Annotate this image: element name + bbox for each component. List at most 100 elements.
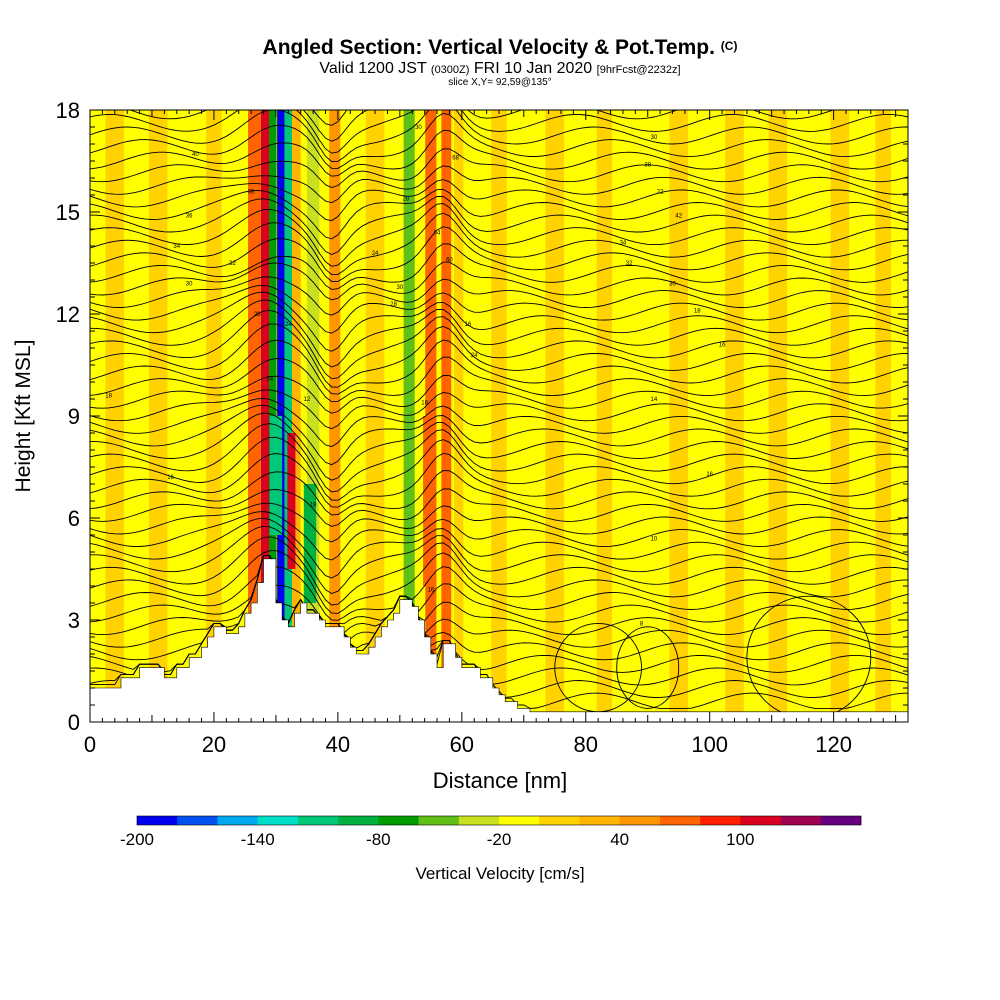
isentrope-line <box>90 226 908 282</box>
x-tick-label: 40 <box>326 732 350 757</box>
y-tick-label: 6 <box>68 506 80 531</box>
contour-label: 30 <box>415 125 422 131</box>
y-tick-label: 12 <box>56 302 80 327</box>
isentrope-line <box>90 129 908 177</box>
contour-label: 30 <box>669 281 676 287</box>
colorbar-tick-label: -20 <box>487 830 512 849</box>
velocity-band <box>206 110 222 722</box>
subtitle-date: FRI 10 Jan 2020 <box>473 60 593 77</box>
chart-title-tag: (C) <box>720 39 738 53</box>
isentrope-line <box>90 375 908 414</box>
isentrope-line <box>90 188 908 240</box>
velocity-band <box>875 110 891 722</box>
contour-label: 68 <box>452 156 459 162</box>
isentrope-line <box>90 323 908 388</box>
isentrope-line <box>90 452 908 508</box>
isentrope-line <box>90 511 908 561</box>
contour-label: 16 <box>465 322 472 328</box>
velocity-band <box>105 110 125 722</box>
velocity-band <box>768 110 788 722</box>
isentrope-line <box>90 398 908 448</box>
contour-label: 38 <box>644 162 651 168</box>
isentrope-line <box>90 525 908 594</box>
colorbar-swatch <box>458 816 500 825</box>
velocity-band <box>596 110 613 722</box>
contour-label: 34 <box>173 244 180 250</box>
x-tick-label: 20 <box>202 732 226 757</box>
terrain <box>90 558 908 722</box>
isentrope-line <box>90 554 908 625</box>
contour-label: 22 <box>657 190 664 196</box>
x-tick-label: 60 <box>450 732 474 757</box>
isentrope-line <box>90 261 908 301</box>
contour-label: 30 <box>186 281 193 287</box>
y-tick-label: 15 <box>56 200 80 225</box>
colorbar-swatch <box>418 816 460 825</box>
subtitle-valid: Valid 1200 JST <box>319 60 427 77</box>
y-tick-label: 9 <box>68 404 80 429</box>
isentrope-line <box>90 291 908 352</box>
colorbar-tick-label: -140 <box>241 830 275 849</box>
contour-label: 24 <box>471 353 478 359</box>
contour-label: 18 <box>694 309 701 315</box>
contour-label: 28 <box>403 196 410 202</box>
y-tick-label: 3 <box>68 608 80 633</box>
colorbar-swatch <box>297 816 339 825</box>
isentrope-line <box>90 110 908 162</box>
colorbar-swatch <box>579 816 620 825</box>
contour-label: 16 <box>421 400 428 406</box>
isentrope-line <box>90 165 908 204</box>
contour-label: 14 <box>266 377 273 383</box>
colorbar-swatch <box>820 816 862 825</box>
colorbar-swatch <box>780 816 822 825</box>
contour-label: 30 <box>397 285 404 291</box>
isentrope-line <box>90 536 908 606</box>
contour-label: 32 <box>626 261 633 267</box>
x-axis-label: Distance [nm] <box>432 768 568 793</box>
contour-label: 16 <box>167 475 174 481</box>
isentrope-line <box>90 470 908 516</box>
velocity-band <box>403 110 415 722</box>
isentrope-line <box>90 110 908 154</box>
contour-label: 16 <box>427 587 434 593</box>
velocity-band <box>329 110 341 722</box>
velocity-cell <box>303 484 317 603</box>
colorbar: -200 -140 -80 -20 40 100 <box>120 815 862 849</box>
contour-label: 18 <box>105 394 112 400</box>
isentrope-line <box>90 179 908 222</box>
contour-label: 34 <box>620 241 627 247</box>
isentrope-line <box>90 112 908 169</box>
isentrope-line <box>90 554 908 621</box>
colorbar-swatch <box>338 816 379 825</box>
contour-label: 42 <box>675 213 682 219</box>
contour-label: 24 <box>372 251 379 257</box>
contour-label: 18 <box>310 502 317 508</box>
colorbar-swatch <box>499 816 540 825</box>
contour-label: 14 <box>651 397 658 403</box>
isentrope-line <box>90 243 908 290</box>
velocity-band <box>148 110 168 722</box>
chart-title: Angled Section: Vertical Velocity & Pot.… <box>0 36 1000 60</box>
contour-label: 8 <box>640 621 644 627</box>
slice-info: slice X,Y= 92,59@135° <box>448 77 552 88</box>
isentrope-line <box>90 309 908 380</box>
isentrope-line <box>90 389 908 430</box>
contour-label: 12 <box>304 397 311 403</box>
velocity-band <box>725 110 744 722</box>
velocity-band <box>284 110 293 722</box>
colorbar-swatch <box>619 816 661 825</box>
colorbar-swatch <box>137 816 178 825</box>
isentrope-line <box>90 284 908 334</box>
colorbar-swatch <box>177 816 218 825</box>
isentrope-line <box>90 554 908 636</box>
colorbar-swatch <box>700 816 741 825</box>
isentrope-line <box>90 404 908 466</box>
chart-title-main: Angled Section: Vertical Velocity & Pot.… <box>262 36 715 59</box>
isentrope-line <box>90 299 908 368</box>
colorbar-frame <box>136 815 862 826</box>
contour-label: 16 <box>706 472 713 478</box>
isentrope-line <box>90 203 908 267</box>
colorbar-tick-label: -80 <box>366 830 391 849</box>
